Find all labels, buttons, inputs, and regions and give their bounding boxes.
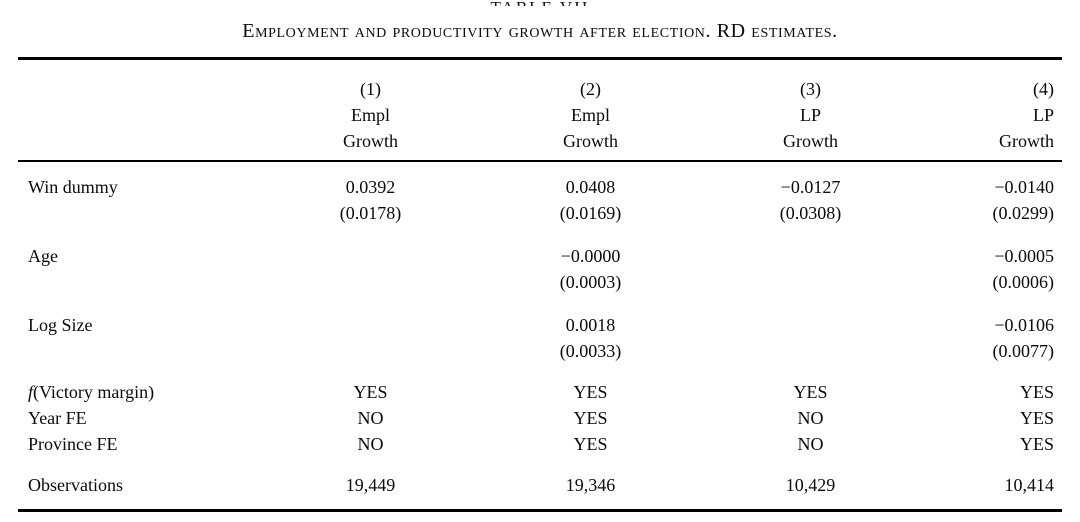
observations-value-cell: 19,449 (345, 475, 396, 495)
dependent-var-line2: Growth (563, 131, 618, 151)
std-error-cell: (0.0077) (992, 341, 1055, 361)
spec-value-cell: YES (1019, 434, 1054, 454)
observations-value-cell: 10,414 (1004, 475, 1055, 495)
std-error-cell (703, 338, 918, 364)
header-spacer-cell (18, 59, 263, 162)
coefficient-row-log-size: Log Size 0.0018 −0.0106 (18, 295, 1062, 338)
spec-value-cell: YES (1019, 382, 1054, 402)
function-f: f (28, 382, 34, 402)
column-number: (1) (360, 79, 381, 99)
row-label: Province FE (28, 434, 118, 454)
spec-value-cell: YES (1019, 408, 1054, 428)
observations-value-cell: 10,429 (785, 475, 836, 495)
spec-row-province-fe: Province FE NO YES NO YES (18, 431, 1062, 457)
column-header-3: (3) LP Growth (703, 59, 918, 162)
spec-row-victory-margin: f(Victory margin) YES YES YES YES (18, 364, 1062, 405)
row-label: Age (28, 246, 58, 266)
column-header-row: (1) Empl Growth (2) Empl Growth (3) LP G… (18, 59, 1062, 162)
estimate-cell: −0.0106 (994, 315, 1054, 335)
coefficient-row-win-dummy: Win dummy 0.0392 0.0408 −0.0127 −0.0140 (18, 161, 1062, 200)
column-header-4: (4) LP Growth (918, 59, 1062, 162)
row-label-spacer (18, 269, 263, 295)
spec-value-cell: YES (573, 434, 608, 454)
rd-estimates-table: (1) Empl Growth (2) Empl Growth (3) LP G… (18, 57, 1062, 512)
table-number-label: TABLE VII (491, 0, 590, 6)
estimate-cell: 0.0018 (565, 315, 616, 335)
dependent-var-line1: Empl (571, 105, 610, 125)
estimate-cell (703, 226, 918, 269)
spec-value-cell: YES (793, 382, 828, 402)
estimate-cell: −0.0127 (780, 177, 841, 197)
table-title: Employment and productivity growth after… (242, 20, 838, 42)
row-label: f(Victory margin) (18, 364, 263, 405)
row-label: Year FE (28, 408, 87, 428)
estimate-cell: −0.0000 (560, 246, 621, 266)
spec-value-cell: NO (797, 408, 824, 428)
row-label-rest: (Victory margin) (33, 382, 155, 402)
std-error-row-win-dummy: (0.0178) (0.0169) (0.0308) (0.0299) (18, 200, 1062, 226)
column-header-1: (1) Empl Growth (263, 59, 478, 162)
std-error-cell: (0.0299) (992, 203, 1055, 223)
column-number: (3) (800, 79, 821, 99)
dependent-var-line2: Growth (783, 131, 838, 151)
std-error-cell: (0.0178) (339, 203, 402, 223)
std-error-cell: (0.0003) (559, 272, 622, 292)
dependent-var-line2: Growth (343, 131, 398, 151)
estimate-cell (263, 226, 478, 269)
coefficient-row-age: Age −0.0000 −0.0005 (18, 226, 1062, 269)
dependent-var-line1: LP (799, 105, 821, 125)
estimate-cell: 0.0392 (345, 177, 396, 197)
spec-value-cell: YES (573, 382, 608, 402)
column-number: (4) (1033, 79, 1054, 99)
std-error-cell: (0.0006) (992, 272, 1055, 292)
std-error-row-age: (0.0003) (0.0006) (18, 269, 1062, 295)
estimate-cell: −0.0005 (994, 246, 1054, 266)
column-number: (2) (580, 79, 601, 99)
spec-value-cell: NO (357, 408, 384, 428)
std-error-cell: (0.0308) (779, 203, 842, 223)
estimate-cell: 0.0408 (565, 177, 616, 197)
spec-value-cell: YES (573, 408, 608, 428)
row-label: Log Size (28, 315, 93, 335)
dependent-var-line1: Empl (351, 105, 390, 125)
observations-value-cell: 19,346 (565, 475, 616, 495)
estimate-cell: −0.0140 (994, 177, 1054, 197)
table-number-label-cutoff: TABLE VII (0, 0, 1080, 6)
spec-value-cell: NO (797, 434, 824, 454)
spec-row-year-fe: Year FE NO YES NO YES (18, 405, 1062, 431)
estimate-cell (703, 295, 918, 338)
std-error-cell: (0.0033) (559, 341, 622, 361)
row-label-spacer (18, 338, 263, 364)
row-label: Win dummy (28, 177, 118, 197)
std-error-cell (263, 338, 478, 364)
std-error-cell (263, 269, 478, 295)
column-header-2: (2) Empl Growth (478, 59, 703, 162)
estimate-cell (263, 295, 478, 338)
spec-value-cell: NO (357, 434, 384, 454)
dependent-var-line1: LP (1032, 105, 1054, 125)
observations-row: Observations 19,449 19,346 10,429 10,414 (18, 457, 1062, 511)
std-error-row-log-size: (0.0033) (0.0077) (18, 338, 1062, 364)
std-error-cell: (0.0169) (559, 203, 622, 223)
dependent-var-line2: Growth (999, 131, 1054, 151)
row-label: Observations (28, 475, 123, 495)
std-error-cell (703, 269, 918, 295)
row-label-spacer (18, 200, 263, 226)
spec-value-cell: YES (353, 382, 388, 402)
